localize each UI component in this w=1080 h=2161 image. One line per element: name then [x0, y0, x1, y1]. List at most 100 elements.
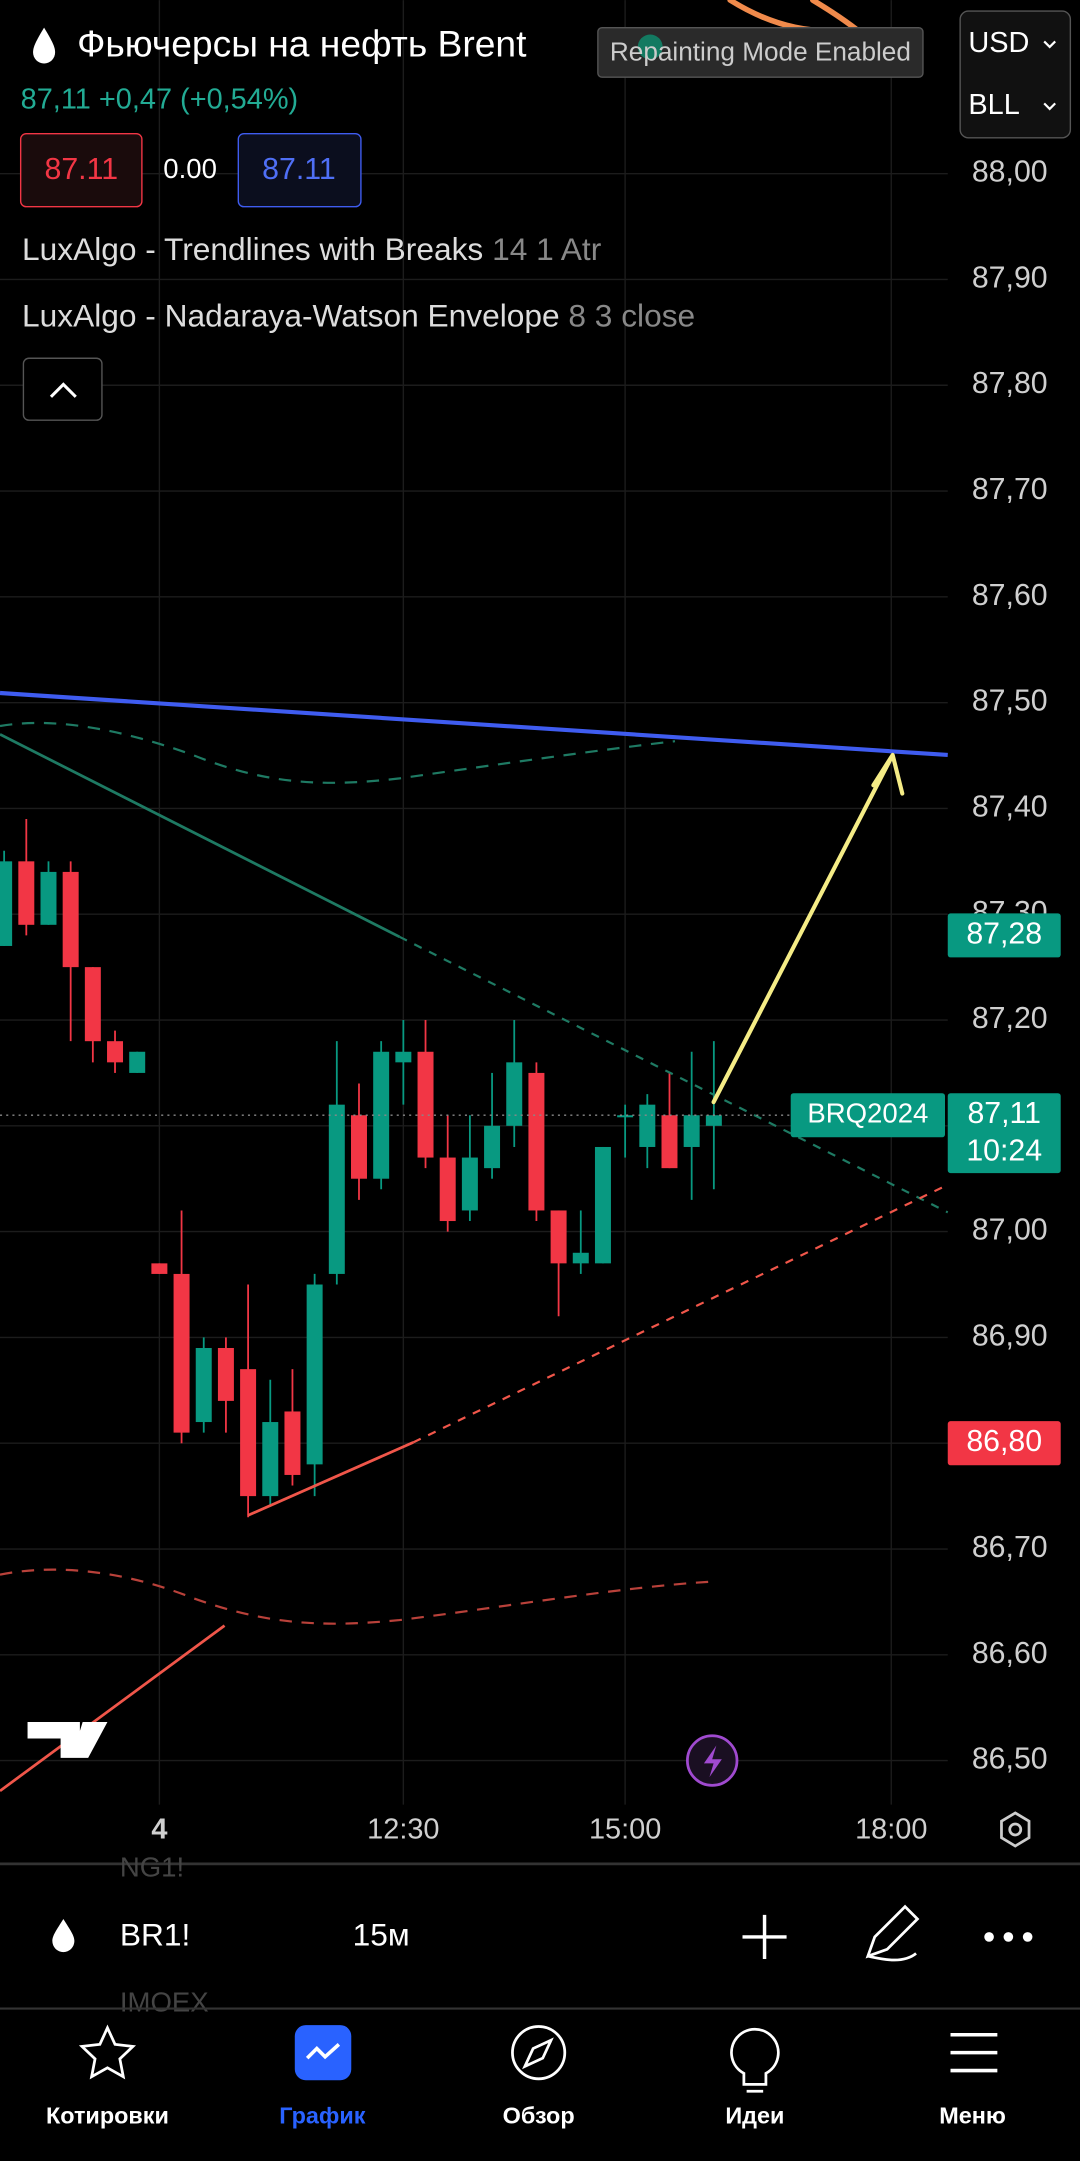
nav-icon-ideas	[730, 2027, 780, 2093]
more-button[interactable]	[984, 1932, 1033, 1942]
candle-body	[195, 1347, 212, 1423]
nav-label[interactable]: График	[279, 2103, 366, 2129]
price-line: 87,11 +0,47 (+0,54%)	[21, 83, 299, 115]
symbol-icon	[33, 27, 56, 64]
y-tick-label: 87,50	[972, 685, 1048, 718]
sell-price[interactable]: 87.11	[44, 153, 118, 186]
settings-icon-center	[1008, 1822, 1023, 1837]
candle-body	[18, 861, 35, 925]
candle-body	[173, 1273, 190, 1433]
nav-label[interactable]: Котировки	[46, 2103, 169, 2129]
x-tick-label: 4	[151, 1813, 167, 1845]
candle-body	[306, 1284, 323, 1465]
nav-icon-menu	[950, 2032, 998, 2073]
currency[interactable]: USD	[968, 27, 1029, 59]
toolbar-symbol[interactable]: BR1!	[120, 1916, 190, 1952]
nav-label[interactable]: Идеи	[725, 2103, 784, 2129]
price-label-box	[947, 1093, 1061, 1174]
notice-icon	[637, 34, 663, 60]
nav-icon-explore-needle	[522, 2037, 554, 2070]
nav-label[interactable]: Меню	[939, 2103, 1006, 2129]
x-tick-label: 15:00	[589, 1813, 661, 1845]
nav-icon-quotes	[78, 2024, 137, 2080]
toolbar-symbol-icon	[52, 1919, 75, 1953]
candle-body	[572, 1252, 589, 1264]
candle-body	[639, 1104, 656, 1147]
spread: 0.00	[163, 153, 217, 184]
price-label-time: 10:24	[966, 1134, 1042, 1167]
price-change: +0,47 (+0,54%)	[99, 83, 298, 115]
symbol-title[interactable]: Фьючерсы на нефть Brent	[77, 23, 527, 65]
y-tick-label: 87,90	[972, 261, 1048, 294]
price-label-layer: 86,5086,6086,7086,8086,9087,0087,1087,20…	[0, 156, 1061, 1845]
candle-body	[217, 1347, 234, 1401]
nav: Котировки График Обзор Идеи Меню	[46, 2103, 1006, 2129]
candle-body	[262, 1422, 279, 1497]
y-tick-label: 87,70	[972, 473, 1048, 506]
tv-logo	[27, 1722, 108, 1758]
y-tick-label: 88,00	[972, 156, 1048, 189]
candle-body	[484, 1125, 501, 1169]
buy-price[interactable]: 87.11	[262, 153, 336, 186]
trendline-lower	[247, 1441, 414, 1517]
indicator-legend[interactable]: LuxAlgo - Nadaraya-Watson Envelope 8 3 c…	[22, 298, 695, 334]
candle-body	[373, 1051, 390, 1179]
candle-body	[705, 1115, 722, 1126]
settings-icon[interactable]	[1000, 1811, 1031, 1848]
symbol-tag-box	[790, 1093, 945, 1138]
unit[interactable]: BLL	[968, 89, 1019, 121]
candle-body	[84, 967, 101, 1042]
price-label: 86,80	[966, 1425, 1042, 1458]
price-label: 87,28	[966, 917, 1042, 950]
last-price: 87,11	[21, 83, 91, 115]
notice-text: Repainting Mode Enabled	[610, 37, 911, 67]
y-tick-label: 87,00	[972, 1214, 1048, 1247]
buy-box[interactable]	[237, 133, 362, 208]
y-tick-label: 87,60	[972, 579, 1048, 612]
toolbar-interval[interactable]: 15м	[353, 1916, 410, 1952]
candle-body	[506, 1062, 523, 1126]
indicator-params: 8 3 close	[568, 298, 695, 334]
nav-label[interactable]: Обзор	[503, 2103, 575, 2129]
sell-box[interactable]	[19, 133, 143, 208]
candle-body	[107, 1041, 124, 1063]
candle-body	[284, 1411, 301, 1475]
candle-body	[594, 1146, 611, 1264]
candle-body	[528, 1072, 545, 1211]
draw-button[interactable]	[865, 1904, 920, 1962]
candle-body	[0, 861, 13, 946]
candle-body	[439, 1157, 456, 1222]
candle-body	[417, 1051, 434, 1158]
candle-body	[328, 1104, 345, 1274]
indicator-name: LuxAlgo - Nadaraya-Watson Envelope	[22, 298, 560, 334]
trendline-upper	[0, 733, 401, 939]
candle-body	[683, 1115, 700, 1147]
candle-body	[240, 1369, 257, 1497]
candle-body	[395, 1051, 412, 1063]
envelope-upper	[0, 721, 676, 784]
candle-body	[351, 1115, 367, 1179]
indicator-legend[interactable]: LuxAlgo - Trendlines with Breaks 14 1 At…	[22, 232, 602, 268]
lightning-icon	[703, 1745, 722, 1778]
dropdown-chevrons	[1043, 40, 1056, 111]
y-tick-label: 87,20	[972, 1002, 1048, 1035]
currency-box[interactable]	[959, 10, 1072, 139]
candle-body	[151, 1263, 168, 1274]
envelope-lower	[0, 1568, 714, 1625]
price-label-box	[947, 1421, 1061, 1466]
envelope-lower-edge	[0, 1624, 226, 1793]
x-tick-label: 18:00	[855, 1813, 927, 1845]
chart-layer	[0, 0, 948, 1805]
nav-icon-chart-line	[305, 2043, 341, 2060]
symbol-tag: BRQ2024	[807, 1098, 928, 1129]
indicator-lines	[0, 690, 949, 1793]
add-button[interactable]	[742, 1914, 787, 1959]
candle-body	[129, 1051, 146, 1073]
collapse-button[interactable]	[22, 357, 103, 421]
price-label-box	[947, 913, 1061, 958]
indicator-name: LuxAlgo - Trendlines with Breaks	[22, 232, 483, 268]
trendline-upper-ext	[398, 935, 949, 1214]
